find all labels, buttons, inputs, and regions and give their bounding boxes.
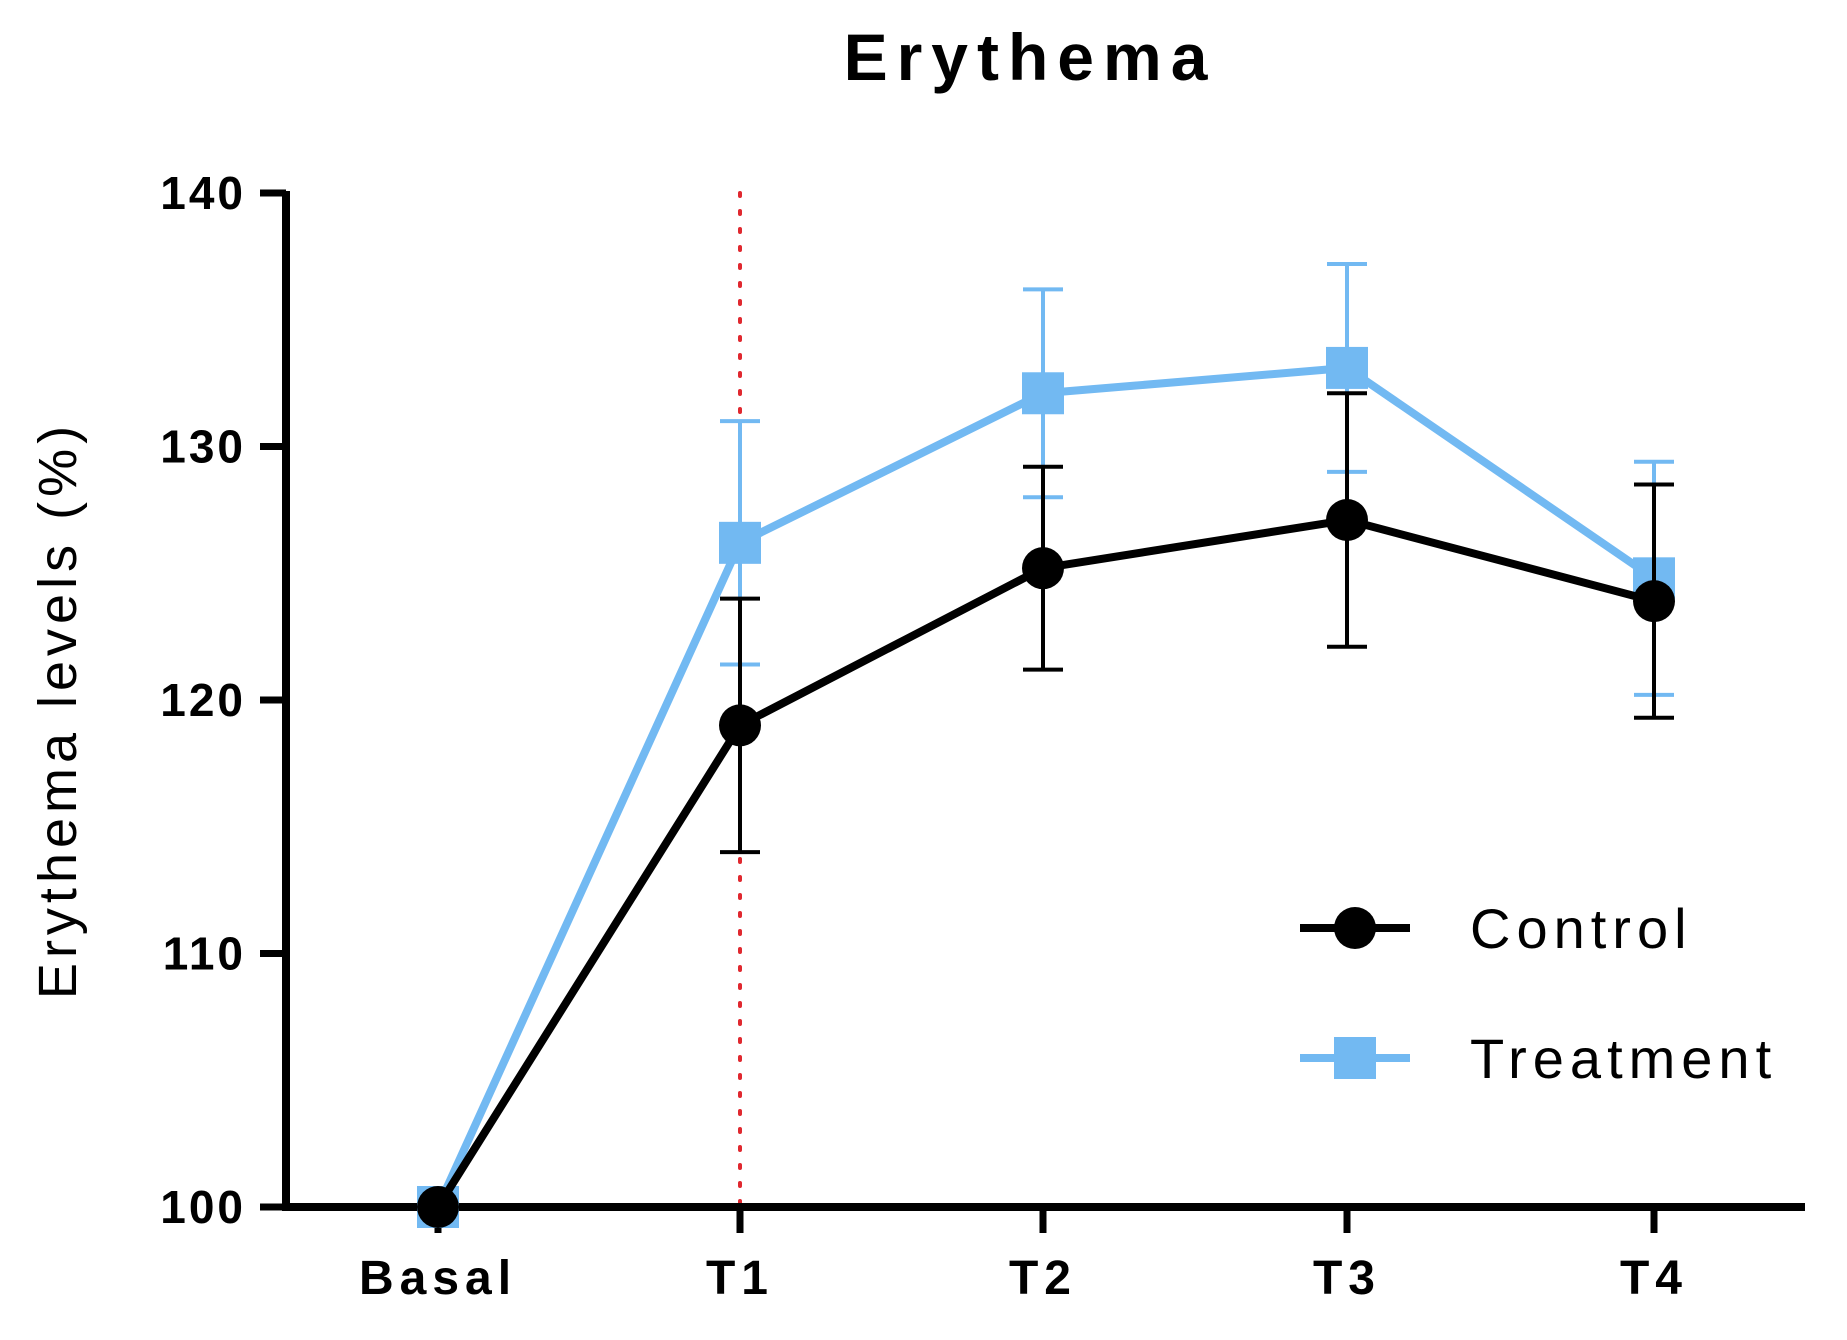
- data-point-treatment: [1022, 372, 1064, 415]
- x-tick-label: T4: [1620, 1252, 1688, 1305]
- y-tick-label: 110: [163, 928, 246, 980]
- y-tick-label: 130: [160, 421, 246, 473]
- legend-item-treatment: Treatment: [1300, 1027, 1777, 1090]
- x-tick-label: T1: [706, 1252, 774, 1305]
- y-axis-label: Erythema levels (%): [28, 421, 88, 999]
- data-point-control: [719, 704, 761, 747]
- legend-marker-treatment: [1334, 1037, 1376, 1079]
- series-layer: [417, 261, 1675, 1228]
- x-tick-label: T3: [1313, 1252, 1381, 1305]
- legend-label-control: Control: [1470, 897, 1693, 960]
- y-tick-label: 140: [160, 167, 246, 219]
- x-tick-label: T2: [1009, 1252, 1077, 1305]
- data-point-control: [1022, 547, 1064, 590]
- axes-layer: 100 110 120 130 140 Basal T1 T2 T3 T4: [160, 167, 1805, 1305]
- series-line-control: [434, 516, 1656, 1210]
- data-point-control: [417, 1186, 459, 1228]
- legend-label-treatment: Treatment: [1470, 1027, 1777, 1090]
- x-tick-label: Basal: [359, 1252, 517, 1305]
- series-control: [417, 391, 1675, 1228]
- legend-item-control: Control: [1300, 897, 1693, 960]
- y-tick-label: 120: [160, 674, 246, 726]
- chart-title: Erythema: [844, 20, 1217, 94]
- legend: Control Treatment: [1300, 897, 1777, 1090]
- data-point-treatment: [1326, 346, 1368, 389]
- legend-marker-control: [1334, 907, 1376, 949]
- data-point-treatment: [719, 521, 761, 564]
- y-tick-label: 100: [160, 1181, 246, 1233]
- data-point-control: [1326, 499, 1368, 542]
- data-point-control: [1633, 580, 1675, 623]
